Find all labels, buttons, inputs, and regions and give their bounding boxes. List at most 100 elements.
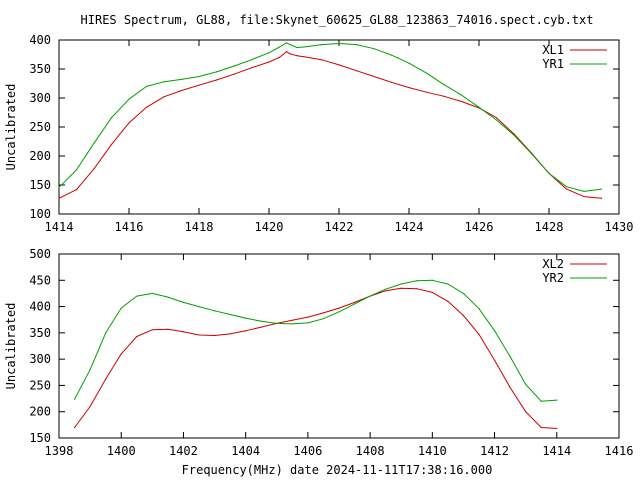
- data-point-xl1: [163, 96, 165, 98]
- y-tick-label: 300: [29, 352, 51, 366]
- data-point-xl2: [509, 386, 511, 389]
- data-point-yr1: [215, 71, 218, 73]
- data-point-yr2: [213, 310, 216, 312]
- y-tick-label: 150: [29, 431, 51, 445]
- data-point-xl2: [229, 333, 231, 335]
- data-point-xl1: [198, 84, 200, 86]
- data-point-yr2: [353, 303, 356, 305]
- data-point-xl2: [353, 301, 356, 303]
- data-point-xl1: [145, 106, 148, 108]
- data-point-xl1: [250, 67, 253, 69]
- data-point-yr1: [443, 84, 445, 86]
- data-point-yr2: [229, 313, 231, 316]
- data-point-yr1: [128, 98, 130, 100]
- data-point-yr1: [233, 65, 235, 67]
- data-point-yr1: [355, 44, 358, 46]
- data-point-xl1: [408, 86, 410, 89]
- data-point-yr1: [390, 54, 393, 56]
- data-point-xl1: [215, 79, 218, 81]
- data-point-xl1: [289, 53, 291, 55]
- data-point-yr1: [180, 78, 183, 81]
- data-point-xl1: [180, 89, 183, 92]
- y-tick-label: 150: [29, 178, 51, 192]
- data-point-xl1: [93, 168, 95, 170]
- data-point-yr1: [278, 46, 281, 48]
- series-line-yr2: [74, 279, 557, 402]
- data-point-xl1: [320, 59, 323, 61]
- data-point-yr1: [198, 75, 200, 78]
- data-point-yr1: [296, 46, 298, 49]
- data-point-xl2: [462, 314, 465, 317]
- figure-title: HIRES Spectrum, GL88, file:Skynet_60625_…: [81, 13, 594, 27]
- data-point-yr2: [447, 283, 449, 285]
- data-point-xl1: [268, 61, 270, 63]
- x-tick-label: 1408: [356, 444, 385, 458]
- data-point-yr2: [462, 292, 465, 295]
- data-point-yr1: [478, 106, 480, 108]
- data-point-yr2: [431, 279, 433, 281]
- data-point-xl2: [182, 331, 185, 333]
- data-point-xl1: [565, 188, 568, 190]
- data-point-yr2: [307, 322, 309, 324]
- x-tick-label: 1424: [395, 220, 424, 234]
- data-point-yr1: [600, 188, 603, 190]
- data-point-xl2: [478, 333, 480, 336]
- y-tick-label: 200: [29, 149, 51, 163]
- x-axis-label: Frequency(MHz) date 2024-11-11T17:38:16.…: [182, 463, 493, 477]
- data-point-yr1: [495, 119, 498, 121]
- data-point-xl1: [443, 95, 445, 97]
- data-point-yr1: [285, 42, 288, 44]
- x-tick-label: 1412: [480, 444, 509, 458]
- data-point-xl1: [338, 64, 340, 66]
- data-point-xl1: [495, 117, 498, 119]
- data-point-xl2: [338, 307, 340, 309]
- series-line-xl1: [58, 51, 602, 199]
- data-point-xl2: [120, 353, 122, 355]
- data-point-yr1: [565, 186, 568, 188]
- data-point-xl2: [105, 378, 107, 380]
- x-tick-label: 1416: [605, 444, 634, 458]
- data-point-yr2: [167, 296, 169, 298]
- data-point-yr1: [425, 72, 428, 74]
- data-point-yr1: [268, 52, 270, 54]
- y-tick-label: 500: [29, 247, 51, 261]
- y-tick-label: 400: [29, 300, 51, 314]
- data-point-yr2: [478, 308, 480, 310]
- data-point-xl1: [75, 189, 78, 191]
- data-point-yr2: [136, 295, 138, 297]
- data-point-yr2: [509, 355, 511, 358]
- data-point-yr2: [493, 330, 496, 332]
- data-point-xl1: [460, 100, 463, 103]
- data-point-yr1: [548, 172, 550, 174]
- data-point-yr1: [460, 94, 463, 96]
- data-point-yr2: [198, 305, 200, 308]
- data-point-yr2: [540, 400, 542, 402]
- data-point-xl1: [128, 122, 130, 124]
- data-point-xl1: [285, 51, 288, 53]
- y-axis-label: Uncalibrated: [4, 303, 18, 390]
- data-point-xl2: [136, 335, 138, 338]
- series-line-yr1: [58, 42, 602, 192]
- data-point-xl2: [198, 334, 200, 336]
- data-point-xl1: [58, 197, 60, 199]
- x-tick-label: 1404: [231, 444, 260, 458]
- data-point-xl2: [213, 334, 216, 337]
- x-tick-label: 1418: [185, 220, 214, 234]
- x-tick-label: 1428: [535, 220, 564, 234]
- data-point-yr2: [400, 283, 402, 285]
- y-tick-label: 300: [29, 91, 51, 105]
- data-point-yr2: [369, 295, 371, 297]
- data-point-xl2: [493, 359, 496, 361]
- data-point-xl2: [73, 426, 76, 429]
- top-panel-xl1-yr1: 1414 1416 1418 1420 1422 1424 1426 1428 1430 100 1…: [4, 33, 633, 234]
- x-tick-label: 1430: [605, 220, 634, 234]
- data-point-yr2: [291, 323, 293, 325]
- y-tick-label: 200: [29, 405, 51, 419]
- x-tick-label: 1414: [542, 444, 571, 458]
- data-point-yr2: [525, 383, 527, 385]
- data-point-yr2: [105, 332, 107, 334]
- data-point-xl2: [400, 287, 402, 289]
- data-point-yr2: [416, 280, 418, 282]
- x-tick-label: 1398: [45, 444, 74, 458]
- data-point-xl2: [556, 427, 558, 430]
